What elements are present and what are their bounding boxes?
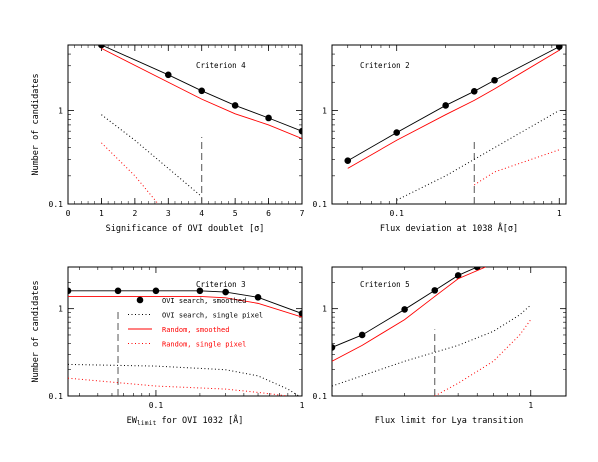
p1-xtick-label: 5 <box>233 209 238 218</box>
p3-series-0-point <box>152 287 160 295</box>
p4-ytick-label: 0.1 <box>313 392 328 401</box>
p1-series-0-point <box>164 71 172 79</box>
p1-series-0-line <box>101 45 302 132</box>
p2-series-0-point <box>393 129 400 136</box>
p3-series-3-line <box>68 377 288 396</box>
p3-panel: 0.1 1 0.1 1 EWlimit for OVI 1032 [Å] Number o… <box>31 266 305 427</box>
p2-panel: 0.1 1 0.1 1 Flux deviation at 1038 Å[σ] Crite… <box>313 44 567 234</box>
p3-series-0-point <box>114 287 122 295</box>
p3-xlabel: EWlimit for OVI 1032 [Å] <box>127 414 244 427</box>
p2-ytick-label: 0.1 <box>313 200 328 209</box>
p2-series-3-line <box>473 149 560 186</box>
p1-series-2-line <box>101 114 203 197</box>
p4-series-1-line <box>332 267 486 362</box>
p4-series-3-line <box>434 319 532 396</box>
p3-series-0-point <box>222 288 229 296</box>
p4-series-0-line <box>332 267 478 348</box>
p3-series-0-point <box>298 310 302 317</box>
p4-plot-area <box>332 267 532 396</box>
p3-frame <box>67 266 303 397</box>
p3-ylabel: Number of candidates <box>31 280 41 382</box>
p1-series-0-point <box>265 114 272 122</box>
p1-series-1-line <box>101 47 302 140</box>
p2-xtick-label: 1 <box>557 209 562 218</box>
p2-series-2-line <box>396 109 560 201</box>
p2-frame <box>331 44 567 205</box>
p1-xtick-label: 7 <box>300 209 305 218</box>
p4-frame <box>331 266 567 397</box>
p4-series-0-point <box>454 272 462 279</box>
p2-xlabel: Flux deviation at 1038 Å[σ] <box>380 222 518 234</box>
p4-ytick-label: 1 <box>322 305 327 314</box>
p2-series-0-point <box>344 157 352 165</box>
p2-series-0-point <box>442 102 449 109</box>
p1-frame <box>67 44 303 205</box>
p2-xtick-label: 0.1 <box>389 209 404 218</box>
p3-legend-label: Random, smoothed <box>162 326 229 334</box>
p4-series-2-line <box>332 304 532 387</box>
p3-series-0-point <box>196 287 204 295</box>
p1-ytick-label: 0.1 <box>49 200 64 209</box>
p2-plot-area <box>344 45 563 204</box>
p2-ytick-label: 1 <box>322 106 327 115</box>
p3-xtick-label: 0.1 <box>149 401 164 410</box>
p2-series-0-point <box>491 76 498 84</box>
p3-legend-label: OVI search, single pixel <box>162 312 263 320</box>
p4-series-0-point <box>431 287 439 294</box>
p3-series-0-point <box>68 287 72 295</box>
p1-xtick-label: 6 <box>266 209 271 218</box>
p3-plot-area <box>68 287 302 396</box>
p3-xtick-label: 1 <box>300 401 305 410</box>
p3-ytick-label: 0.1 <box>49 392 64 401</box>
p1-criterion-label: Criterion 4 <box>196 61 246 70</box>
p2-series-0-line <box>347 46 560 162</box>
p1-series-0-point <box>231 102 239 109</box>
p4-xtick-label: 1 <box>528 401 533 410</box>
p2-series-0-point <box>470 88 478 95</box>
p4-series-0-point <box>332 344 336 351</box>
p4-series-0-point <box>401 306 408 313</box>
p3-legend-label: OVI search, smoothed <box>162 297 246 305</box>
p1-ylabel: Number of candidates <box>31 73 41 175</box>
p3-legend-marker <box>136 296 144 304</box>
p2-series-1-line <box>347 49 560 169</box>
p3-legend-label: Random, single pixel <box>162 341 246 349</box>
p3-ytick-label: 1 <box>58 305 63 314</box>
p1-plot-area <box>98 45 302 204</box>
p3-series-0-point <box>254 293 262 301</box>
p1-series-0-point <box>198 87 206 95</box>
p3-criterion-label: Criterion 3 <box>196 280 246 289</box>
p1-series-0-point <box>98 45 105 49</box>
p4-panel: 1 0.1 1 Flux limit for Lya transition Criter… <box>313 266 567 426</box>
p1-xtick-label: 3 <box>166 209 171 218</box>
p4-series-0-point <box>358 331 366 339</box>
p1-series-3-line <box>101 142 159 204</box>
p4-criterion-label: Criterion 5 <box>360 280 410 289</box>
p2-series-0-point <box>555 45 563 50</box>
p1-ytick-label: 1 <box>58 106 63 115</box>
p1-xtick-label: 1 <box>99 209 104 218</box>
p1-xtick-label: 2 <box>132 209 137 218</box>
p1-xlabel: Significance of OVI doublet [σ] <box>106 224 265 234</box>
p2-criterion-label: Criterion 2 <box>360 61 410 70</box>
p3-series-2-line <box>68 363 300 396</box>
p3-series-1-line <box>68 296 302 318</box>
p4-xlabel: Flux limit for Lya transition <box>375 416 523 426</box>
p1-xtick-label: 0 <box>66 209 71 218</box>
p1-xtick-label: 4 <box>199 209 204 218</box>
p1-series-0-point <box>298 127 302 135</box>
